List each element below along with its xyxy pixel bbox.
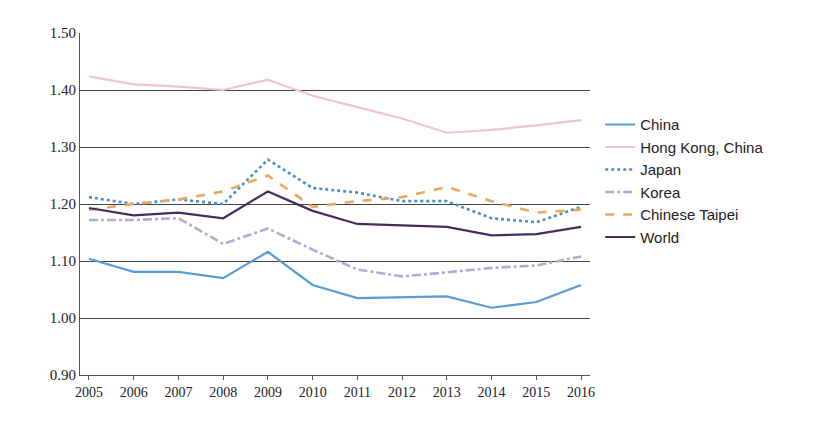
svg-text:2007: 2007 [164,385,192,400]
svg-text:Korea: Korea [640,184,681,201]
svg-text:1.40: 1.40 [50,82,76,98]
svg-text:1.10: 1.10 [50,253,76,269]
svg-text:1.20: 1.20 [50,196,76,212]
svg-text:World: World [640,229,679,246]
svg-text:Chinese Taipei: Chinese Taipei [640,206,738,223]
svg-text:2008: 2008 [209,385,237,400]
svg-text:1.50: 1.50 [50,25,76,41]
svg-text:Hong Kong, China: Hong Kong, China [640,139,763,156]
svg-text:1.00: 1.00 [50,310,76,326]
svg-text:2014: 2014 [478,385,506,400]
svg-text:2015: 2015 [522,385,550,400]
svg-text:2009: 2009 [254,385,282,400]
svg-text:2011: 2011 [344,385,371,400]
svg-text:2005: 2005 [75,385,103,400]
svg-text:2016: 2016 [567,385,595,400]
svg-text:Japan: Japan [640,161,681,178]
svg-text:2006: 2006 [120,385,148,400]
svg-text:China: China [640,116,680,133]
svg-text:2012: 2012 [388,385,416,400]
svg-text:1.30: 1.30 [50,139,76,155]
svg-text:0.90: 0.90 [50,367,76,383]
svg-text:2010: 2010 [299,385,327,400]
svg-text:2013: 2013 [433,385,461,400]
